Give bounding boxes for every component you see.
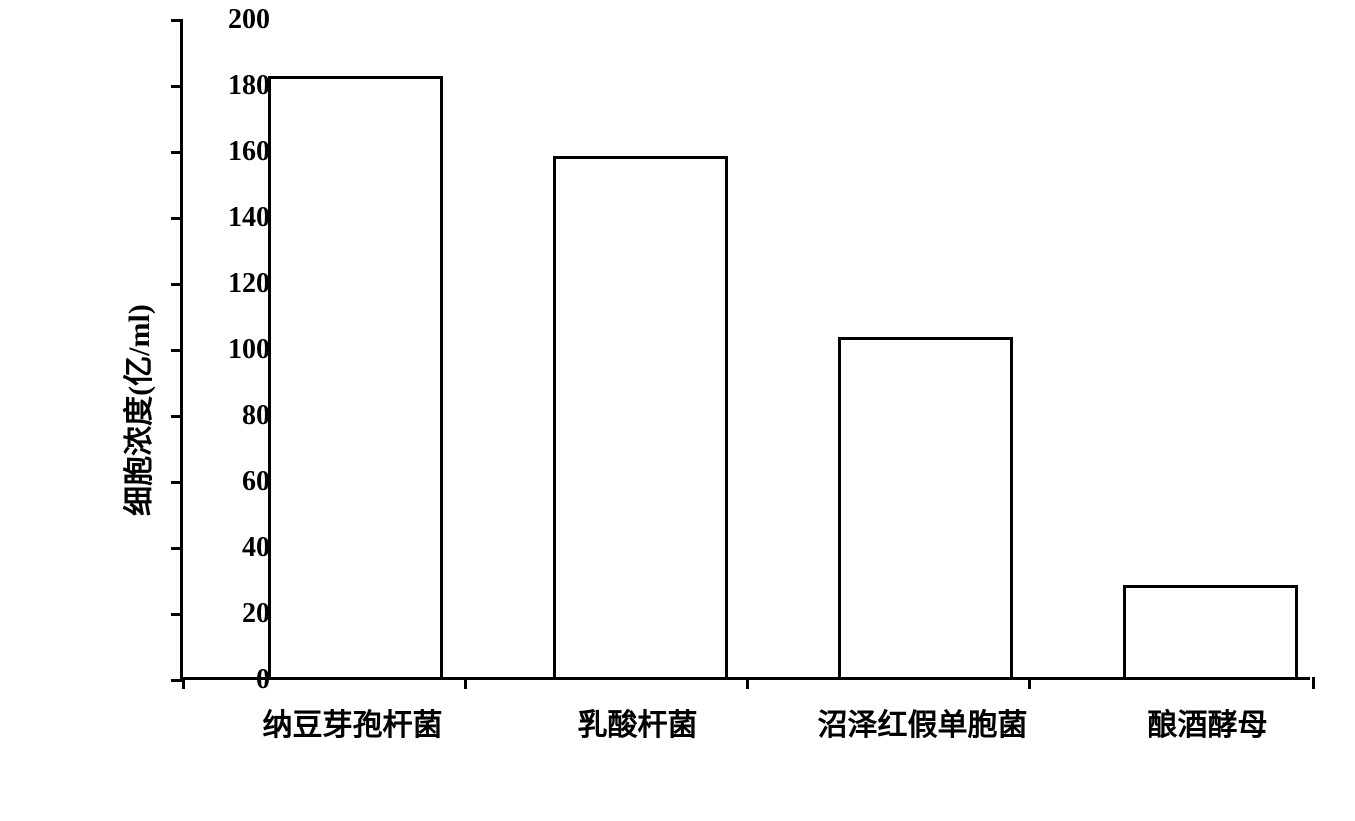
- y-tick: [171, 19, 183, 22]
- bar: [838, 337, 1013, 677]
- y-tick: [171, 217, 183, 220]
- bar: [268, 76, 443, 677]
- x-axis-label: 乳酸杆菌: [578, 700, 698, 744]
- y-tick: [171, 415, 183, 418]
- y-tick: [171, 349, 183, 352]
- x-tick: [182, 677, 185, 689]
- y-tick: [171, 547, 183, 550]
- y-tick-label: 40: [190, 532, 270, 564]
- bar: [1123, 585, 1298, 677]
- y-tick-label: 180: [190, 70, 270, 102]
- y-tick-label: 80: [190, 400, 270, 432]
- chart-container: 细胞浓度(亿/ml) 020406080100120140160180200 纳…: [80, 20, 1330, 800]
- y-tick-label: 160: [190, 136, 270, 168]
- x-tick: [1312, 677, 1315, 689]
- x-tick: [746, 677, 749, 689]
- y-tick: [171, 283, 183, 286]
- x-tick: [1028, 677, 1031, 689]
- y-tick-label: 20: [190, 598, 270, 630]
- x-axis-label: 酿酒酵母: [1148, 700, 1268, 744]
- x-tick: [464, 677, 467, 689]
- x-axis-label: 纳豆芽孢杆菌: [263, 700, 443, 744]
- y-tick-label: 0: [190, 664, 270, 696]
- plot-area: 020406080100120140160180200: [180, 20, 1310, 680]
- y-axis-label: 细胞浓度(亿/ml): [114, 304, 158, 516]
- y-tick-label: 100: [190, 334, 270, 366]
- y-tick-label: 120: [190, 268, 270, 300]
- y-tick-label: 140: [190, 202, 270, 234]
- y-tick-label: 200: [190, 4, 270, 36]
- y-tick: [171, 151, 183, 154]
- x-axis-label: 沼泽红假单胞菌: [818, 700, 1028, 744]
- y-tick: [171, 85, 183, 88]
- y-tick: [171, 481, 183, 484]
- bar: [553, 156, 728, 677]
- y-tick-label: 60: [190, 466, 270, 498]
- y-tick: [171, 613, 183, 616]
